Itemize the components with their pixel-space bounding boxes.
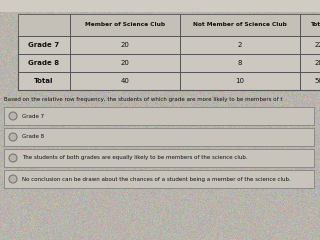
Text: Not Member of Science Club: Not Member of Science Club [193, 23, 287, 28]
Text: Total: Total [34, 78, 54, 84]
Bar [180, 54, 300, 72]
Text: 2: 2 [238, 42, 242, 48]
Text: The students of both grades are equally likely to be members of the science club: The students of both grades are equally … [22, 156, 248, 161]
Text: 22: 22 [315, 42, 320, 48]
Bar [4, 107, 314, 125]
Bar [4, 170, 314, 188]
Bar [70, 36, 180, 54]
Bar [180, 14, 300, 36]
Bar [300, 36, 320, 54]
Bar [0, 0, 320, 12]
Bar [18, 14, 70, 36]
Bar [300, 14, 320, 36]
Circle shape [9, 175, 17, 183]
Text: Grade 7: Grade 7 [28, 42, 60, 48]
Text: Grade 8: Grade 8 [22, 134, 44, 139]
Bar [70, 14, 180, 36]
Text: 20: 20 [121, 42, 129, 48]
Circle shape [9, 133, 17, 141]
Bar [180, 72, 300, 90]
Bar [18, 72, 70, 90]
Bar [4, 149, 314, 167]
Text: 28: 28 [315, 60, 320, 66]
Text: 8: 8 [238, 60, 242, 66]
Bar [300, 54, 320, 72]
Circle shape [9, 154, 17, 162]
Text: 20: 20 [121, 60, 129, 66]
Bar [70, 72, 180, 90]
Bar [70, 54, 180, 72]
Text: Total: Total [311, 23, 320, 28]
Text: Grade 8: Grade 8 [28, 60, 60, 66]
Text: Based on the relative row frequency, the students of which grade are more likely: Based on the relative row frequency, the… [4, 97, 283, 102]
Bar [18, 14, 320, 36]
Bar [180, 36, 300, 54]
Circle shape [9, 112, 17, 120]
Text: Member of Science Club: Member of Science Club [85, 23, 165, 28]
Text: 40: 40 [121, 78, 129, 84]
Text: 10: 10 [236, 78, 244, 84]
Bar [300, 72, 320, 90]
Bar [18, 36, 70, 54]
Text: Grade 7: Grade 7 [22, 114, 44, 119]
Bar [18, 54, 70, 72]
Bar [18, 14, 320, 90]
Text: 50: 50 [315, 78, 320, 84]
Text: No conclusion can be drawn about the chances of a student being a member of the : No conclusion can be drawn about the cha… [22, 176, 291, 181]
Bar [4, 128, 314, 146]
